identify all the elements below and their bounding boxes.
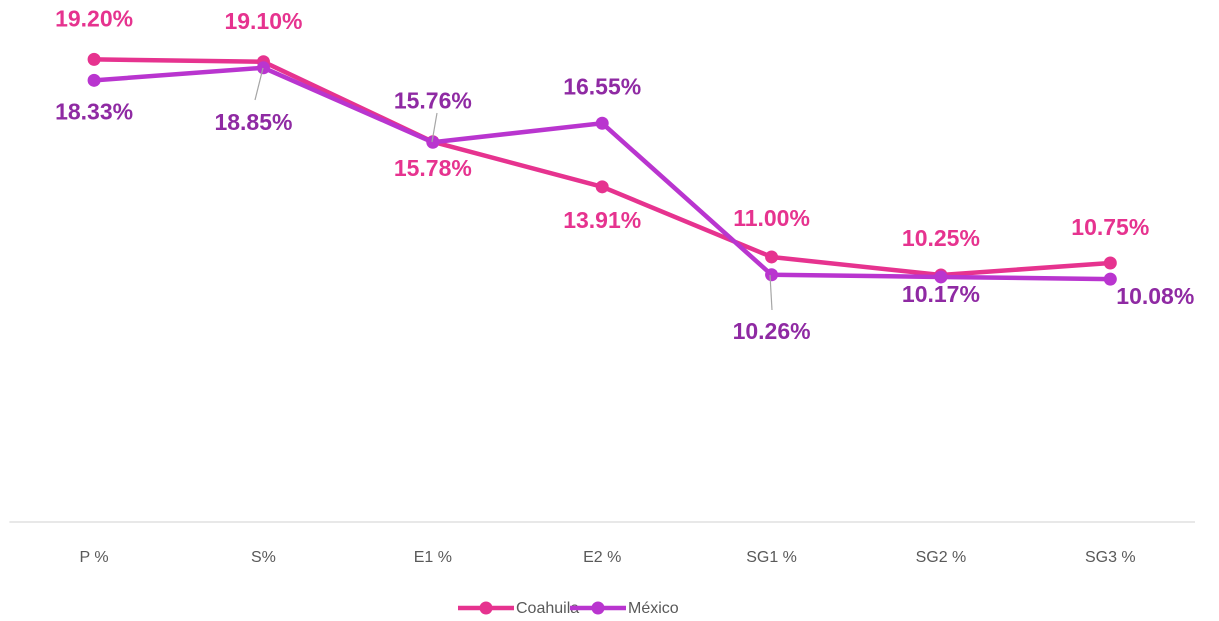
- x-tick-label: SG3 %: [1085, 549, 1136, 566]
- data-label: 10.25%: [902, 225, 980, 251]
- point: [765, 268, 779, 282]
- data-label: 19.20%: [55, 5, 133, 31]
- data-label: 19.10%: [224, 8, 302, 34]
- data-label: 15.78%: [394, 155, 472, 181]
- leader-line: [769, 274, 773, 311]
- point: [595, 116, 609, 130]
- x-tick-label: E1 %: [414, 549, 452, 566]
- data-label: 13.91%: [563, 207, 641, 233]
- legend-label: México: [628, 600, 679, 617]
- data-label: 16.55%: [563, 73, 641, 99]
- point: [1103, 256, 1117, 270]
- data-label: 18.33%: [55, 98, 133, 124]
- point: [1103, 272, 1117, 286]
- x-tick-label: E2 %: [583, 549, 621, 566]
- data-label: 10.75%: [1071, 214, 1149, 240]
- point: [426, 135, 440, 149]
- legend-marker: [591, 601, 605, 615]
- point: [87, 73, 101, 87]
- point: [256, 61, 270, 75]
- data-label: 15.76%: [394, 87, 472, 113]
- x-tick-label: SG2 %: [916, 549, 967, 566]
- data-label: 18.85%: [214, 109, 292, 135]
- x-tick-label: P %: [80, 549, 109, 566]
- data-label: 11.00%: [733, 205, 810, 231]
- leader-line: [254, 67, 264, 101]
- legend-marker: [479, 601, 493, 615]
- data-label: 10.17%: [902, 281, 980, 307]
- point: [87, 52, 101, 66]
- point: [934, 270, 948, 284]
- leader-line: [431, 112, 438, 143]
- data-label: 10.08%: [1116, 283, 1194, 309]
- x-tick-label: S%: [251, 549, 276, 566]
- data-label: 10.26%: [733, 318, 811, 344]
- x-tick-label: SG1 %: [746, 549, 797, 566]
- point: [595, 180, 609, 194]
- legend-label: Coahuila: [516, 600, 579, 617]
- point: [765, 250, 779, 264]
